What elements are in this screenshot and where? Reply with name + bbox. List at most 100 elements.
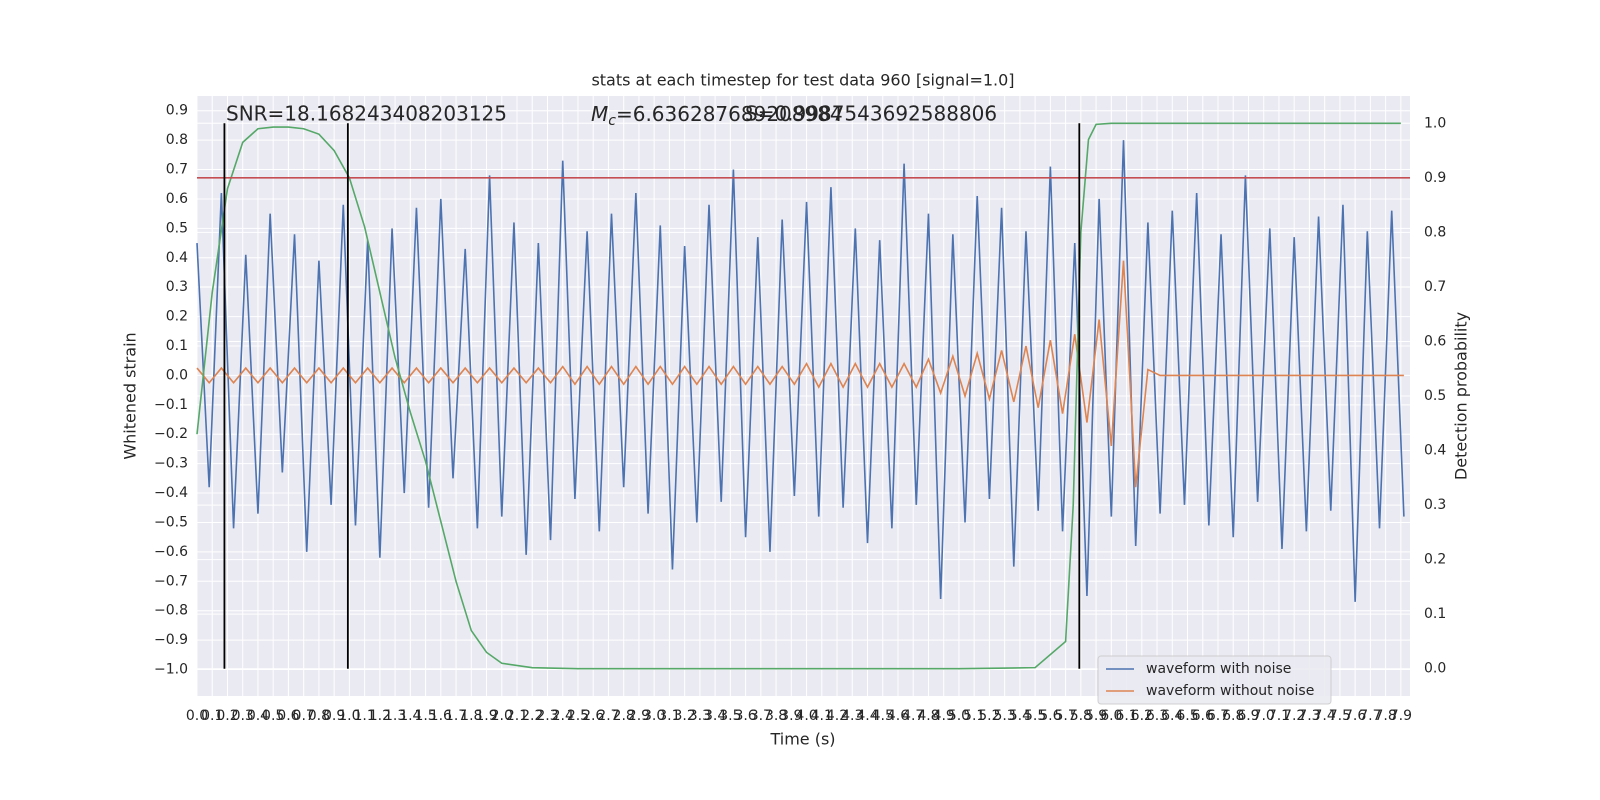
x-tick-label: 7.0 xyxy=(1253,708,1275,724)
x-tick-label: 4.1 xyxy=(811,708,833,724)
x-tick-label: 7.4 xyxy=(1314,708,1336,724)
x-tick-label: 2.5 xyxy=(567,708,589,724)
x-tick-label: 2.7 xyxy=(597,708,619,724)
x-tick-label: 0.3 xyxy=(232,708,254,724)
series-line xyxy=(196,140,1405,602)
y-tick-label: 0.5 xyxy=(166,220,188,236)
x-tick-label: 3.4 xyxy=(704,708,726,724)
series-line xyxy=(196,122,1401,670)
y-tick-label: 0.1 xyxy=(166,338,188,354)
x-tick-label: 6.2 xyxy=(1131,708,1153,724)
x-tick-label: 1.9 xyxy=(475,708,497,724)
x-tick-label: 4.0 xyxy=(795,708,817,724)
x-tick-label: 0.4 xyxy=(247,708,269,724)
x-tick-label: 0.7 xyxy=(293,708,315,724)
x-tick-label: 3.7 xyxy=(750,708,772,724)
annotation-symbol: M xyxy=(591,102,608,126)
annotation: Mc=6.636287689208984 xyxy=(591,102,843,130)
x-tick-label: 5.1 xyxy=(963,708,985,724)
y2-tick-label: 0.4 xyxy=(1424,443,1446,459)
x-tick-label: 4.9 xyxy=(933,708,955,724)
x-tick-label: 5.0 xyxy=(948,708,970,724)
x-tick-label: 6.0 xyxy=(1100,708,1122,724)
x-axis-label: Time (s) xyxy=(769,730,835,749)
y-tick-label: −1.0 xyxy=(154,662,188,678)
y2-tick-label: 0.6 xyxy=(1424,333,1446,349)
y-tick-label: 0.9 xyxy=(166,103,188,119)
x-tick-label: 7.7 xyxy=(1359,708,1381,724)
x-tick-label: 4.2 xyxy=(826,708,848,724)
y-tick-label: −0.8 xyxy=(154,603,188,619)
y-tick-label: 0.8 xyxy=(166,132,188,148)
x-tick-label: 1.8 xyxy=(460,708,482,724)
annotation-subscript: c xyxy=(608,113,616,129)
chart-title: stats at each timestep for test data 960… xyxy=(591,71,1014,90)
y-tick-label: −0.7 xyxy=(154,573,188,589)
x-tick-label: 3.2 xyxy=(674,708,696,724)
y-tick-label: −0.4 xyxy=(154,485,188,501)
x-tick-label: 3.6 xyxy=(734,708,756,724)
x-tick-label: 4.6 xyxy=(887,708,909,724)
x-tick-label: 3.3 xyxy=(689,708,711,724)
y-tick-label: 0.6 xyxy=(166,191,188,207)
x-tick-label: 5.8 xyxy=(1070,708,1092,724)
x-tick-label: 0.0 xyxy=(186,708,208,724)
x-tick-label: 0.9 xyxy=(323,708,345,724)
x-tick-label: 2.0 xyxy=(491,708,513,724)
y-tick-label: −0.1 xyxy=(154,397,188,413)
x-tick-label: 2.2 xyxy=(521,708,543,724)
x-tick-label: 1.3 xyxy=(384,708,406,724)
y2-tick-label: 0.3 xyxy=(1424,497,1446,513)
x-tick-label: 2.3 xyxy=(536,708,558,724)
y2-tick-label: 0.1 xyxy=(1424,606,1446,622)
annotation-value: =6.636287689208984 xyxy=(616,102,843,126)
x-tick-label: 5.3 xyxy=(994,708,1016,724)
y-tick-label: 0.4 xyxy=(166,250,188,266)
x-tick-label: 7.6 xyxy=(1344,708,1366,724)
legend-box xyxy=(1097,655,1332,705)
x-tick-label: 0.1 xyxy=(201,708,223,724)
y2-axis-label: Detection probability xyxy=(1452,312,1471,480)
legend-label: waveform with noise xyxy=(1146,661,1291,677)
x-tick-label: 6.7 xyxy=(1207,708,1229,724)
x-tick-label: 0.5 xyxy=(262,708,284,724)
x-tick-label: 4.8 xyxy=(917,708,939,724)
x-tick-label: 2.8 xyxy=(613,708,635,724)
y-tick-label: −0.2 xyxy=(154,426,188,442)
x-tick-label: 1.4 xyxy=(399,708,421,724)
x-tick-label: 7.2 xyxy=(1283,708,1305,724)
x-tick-label: 6.4 xyxy=(1161,708,1183,724)
x-tick-label: 3.9 xyxy=(780,708,802,724)
y2-tick-label: 0.8 xyxy=(1424,224,1446,240)
y2-tick-label: 0.7 xyxy=(1424,279,1446,295)
x-tick-label: 1.7 xyxy=(445,708,467,724)
x-tick-label: 0.8 xyxy=(308,708,330,724)
y-tick-label: −0.3 xyxy=(154,456,188,472)
x-tick-label: 1.0 xyxy=(338,708,360,724)
x-tick-label: 3.5 xyxy=(719,708,741,724)
y2-tick-label: 0.5 xyxy=(1424,388,1446,404)
x-tick-label: 5.9 xyxy=(1085,708,1107,724)
x-tick-label: 5.5 xyxy=(1024,708,1046,724)
x-tick-label: 4.3 xyxy=(841,708,863,724)
y-tick-label: 0.0 xyxy=(166,367,188,383)
y-tick-label: −0.5 xyxy=(154,514,188,530)
x-tick-label: 6.9 xyxy=(1237,708,1259,724)
x-tick-label: 5.6 xyxy=(1039,708,1061,724)
x-tick-label: 4.5 xyxy=(872,708,894,724)
y2-tick-label: 0.9 xyxy=(1424,170,1446,186)
legend-label: waveform without noise xyxy=(1146,683,1314,699)
legend: waveform with noise waveform without nois… xyxy=(1097,655,1332,705)
y-tick-label: −0.6 xyxy=(154,544,188,560)
x-tick-label: 1.1 xyxy=(353,708,375,724)
y-tick-label: −0.9 xyxy=(154,632,188,648)
x-tick-label: 2.1 xyxy=(506,708,528,724)
x-tick-label: 1.6 xyxy=(430,708,452,724)
labels: stats at each timestep for test data 960… xyxy=(121,71,1471,749)
x-tick-label: 3.8 xyxy=(765,708,787,724)
x-tick-label: 0.2 xyxy=(216,708,238,724)
marks xyxy=(196,122,1410,670)
x-tick-label: 5.4 xyxy=(1009,708,1031,724)
